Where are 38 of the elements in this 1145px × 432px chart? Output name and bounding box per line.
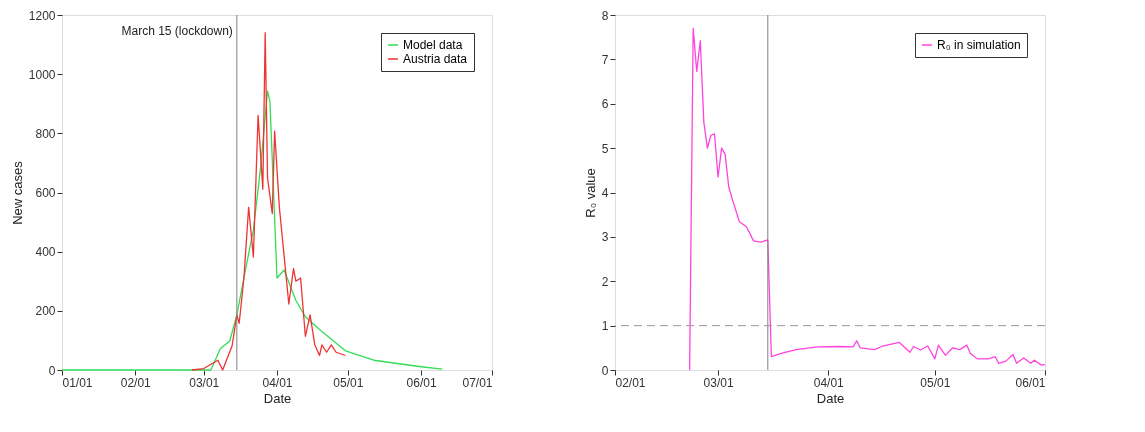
y-tick-label: 200 bbox=[35, 304, 56, 319]
y-tick-label: 1200 bbox=[28, 8, 56, 23]
x-tick-label: 05/01 bbox=[333, 375, 364, 390]
y-tick-label: 600 bbox=[35, 186, 56, 200]
x-tick-label: 04/01 bbox=[813, 375, 845, 390]
x-tick-label: 07/01 bbox=[462, 375, 493, 390]
legend-label: Austria data bbox=[403, 52, 468, 66]
y-tick-label: 800 bbox=[35, 126, 56, 141]
x-tick-label: 06/01 bbox=[1015, 375, 1046, 390]
y-tick-label: 7 bbox=[601, 52, 609, 67]
x-tick-label: 05/01 bbox=[920, 375, 951, 390]
line-series bbox=[688, 27, 1046, 371]
y-axis-title: R₀ value bbox=[582, 168, 598, 218]
y-tick-label: 6 bbox=[601, 97, 609, 112]
y-tick-label: 0 bbox=[48, 363, 56, 378]
x-tick-label: 03/01 bbox=[703, 375, 734, 390]
x-tick-label: 06/01 bbox=[406, 375, 437, 390]
x-tick-label: 04/01 bbox=[262, 375, 293, 390]
y-tick-label: 2 bbox=[601, 274, 609, 289]
legend-label: Model data bbox=[403, 38, 463, 52]
y-tick-label: 3 bbox=[601, 230, 609, 245]
y-tick-label: 400 bbox=[35, 245, 56, 260]
ref-line-label: March 15 (lockdown) bbox=[121, 24, 233, 38]
x-tick-label: 02/01 bbox=[615, 375, 646, 390]
x-axis-title: Date bbox=[263, 390, 292, 406]
line-series bbox=[61, 90, 444, 371]
y-tick-label: 0 bbox=[601, 363, 609, 378]
x-axis-title: Date bbox=[816, 390, 845, 406]
y-tick-label: 8 bbox=[601, 8, 609, 23]
y-tick-label: 4 bbox=[601, 186, 609, 200]
y-tick-label: 1 bbox=[601, 319, 609, 334]
y-tick-label: 5 bbox=[601, 141, 609, 156]
x-tick-label: 01/01 bbox=[62, 375, 93, 390]
legend-label: R₀ in simulation bbox=[937, 38, 1021, 52]
y-axis-title: New cases bbox=[9, 160, 25, 225]
x-tick-label: 03/01 bbox=[189, 375, 220, 390]
y-tick-label: 1000 bbox=[28, 67, 56, 82]
x-tick-label: 02/01 bbox=[120, 375, 152, 390]
